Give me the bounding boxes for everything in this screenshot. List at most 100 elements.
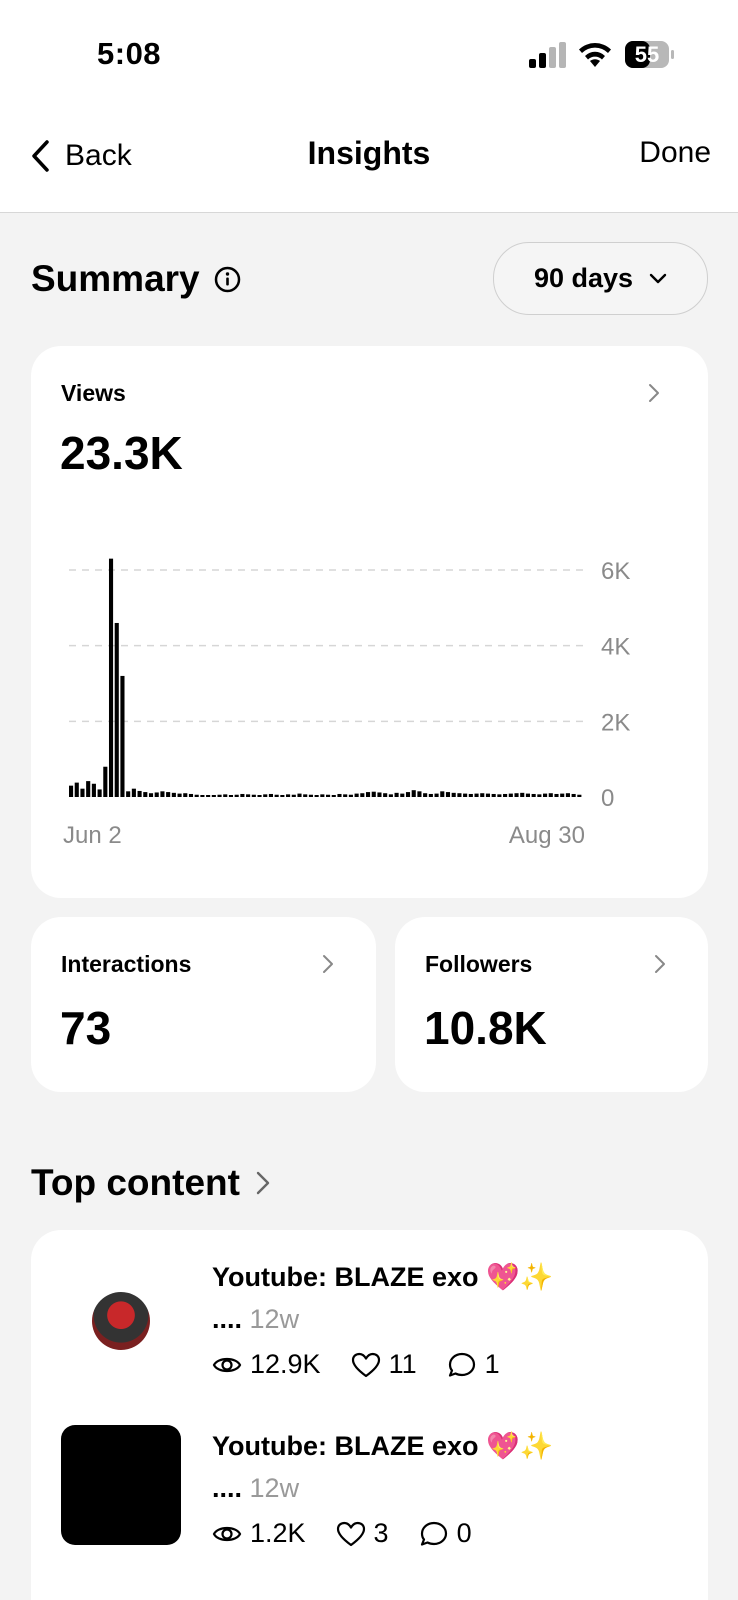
chart-bar <box>120 675 125 797</box>
interactions-value: 73 <box>60 1002 112 1054</box>
top-content-heading[interactable]: Top content <box>31 1162 270 1204</box>
chart-bar <box>400 793 405 797</box>
chart-bar <box>394 792 399 797</box>
post-views: 1.2K <box>250 1518 306 1548</box>
post-ellipsis: .... <box>212 1304 243 1334</box>
wifi-icon <box>579 43 611 67</box>
chart-bar <box>188 793 194 797</box>
followers-card[interactable]: Followers 10.8K <box>395 917 708 1092</box>
x-end-label: Aug 30 <box>509 822 585 849</box>
done-button[interactable]: Done <box>639 136 711 169</box>
chart-bar <box>263 794 268 797</box>
chart-bar <box>457 793 462 797</box>
back-button[interactable]: Back <box>29 136 132 176</box>
chart-bar <box>377 792 382 797</box>
chart-bar <box>440 791 445 797</box>
chart-bar <box>103 766 108 797</box>
chart-bar <box>108 558 114 797</box>
interactions-label: Interactions <box>61 951 192 977</box>
chart-bar <box>240 793 245 797</box>
chart-bar <box>314 795 319 797</box>
chart-bar <box>183 793 188 797</box>
chart-bar <box>491 793 496 797</box>
post-item[interactable]: Youtube: BLAZE exo 💖✨ .... 12w 1.2K 3 0 <box>31 1425 708 1565</box>
battery-level: 55 <box>634 42 660 67</box>
followers-value: 10.8K <box>424 1002 547 1054</box>
chart-bar <box>468 793 473 797</box>
post-likes: 11 <box>388 1349 417 1379</box>
post-comments: 0 <box>456 1518 472 1548</box>
chart-bar <box>137 790 142 797</box>
chart-bar <box>291 794 296 797</box>
chart-bar <box>251 794 256 797</box>
chart-bar <box>326 794 331 797</box>
top-content-title: Top content <box>31 1162 240 1203</box>
chart-bar <box>497 794 502 797</box>
chart-bar <box>331 795 336 797</box>
chevron-right-icon <box>323 955 333 973</box>
chart-bar <box>143 792 148 797</box>
interactions-card[interactable]: Interactions 73 <box>31 917 376 1092</box>
chart-bar <box>257 795 262 797</box>
info-icon[interactable] <box>214 266 241 293</box>
chart-bar <box>160 791 165 797</box>
heart-icon <box>336 1521 365 1546</box>
summary-heading: Summary <box>31 258 241 300</box>
eye-icon <box>212 1357 242 1372</box>
post-item[interactable]: Youtube: BLAZE exo 💖✨ .... 12w 12.9K 11 … <box>31 1256 708 1396</box>
chart-bar <box>577 794 582 797</box>
chart-bar <box>354 793 359 797</box>
chart-bar <box>131 788 136 797</box>
y-tick-label: 0 <box>601 785 614 812</box>
date-range-dropdown[interactable]: 90 days <box>493 242 708 315</box>
chart-bar <box>171 792 176 797</box>
chart-bar <box>565 793 570 797</box>
chart-bar <box>80 788 85 797</box>
post-age: 12w <box>249 1473 300 1503</box>
chart-bar <box>371 791 376 797</box>
summary-title: Summary <box>31 258 200 299</box>
chart-bar <box>480 793 485 797</box>
chart-bar <box>503 793 508 797</box>
chart-bar <box>246 794 251 797</box>
status-time: 5:08 <box>97 36 162 71</box>
post-thumbnail <box>61 1425 181 1545</box>
chart-bar <box>365 792 371 797</box>
status-bar: 5:08 55 <box>0 0 738 100</box>
top-content-card: Youtube: BLAZE exo 💖✨ .... 12w 12.9K 11 … <box>31 1230 708 1600</box>
views-chart: 0 2K 4K 6K Jun 2 Aug 30 <box>63 558 630 849</box>
chart-bar <box>114 622 119 797</box>
chevron-down-icon <box>649 273 667 283</box>
date-range-label: 90 days <box>533 263 634 293</box>
chart-bar <box>343 794 348 797</box>
chart-bar <box>223 794 228 797</box>
chart-bar <box>91 783 96 797</box>
chart-bar <box>423 793 428 797</box>
chevron-left-icon <box>32 140 49 172</box>
chart-bar <box>217 794 222 797</box>
post-stats: 1.2K 3 0 <box>212 1518 502 1549</box>
chart-bar <box>228 795 234 797</box>
chart-bar <box>337 793 342 797</box>
chart-bar <box>554 793 559 797</box>
chart-bar <box>200 795 205 797</box>
chart-bar <box>206 795 211 797</box>
chart-bar <box>268 793 273 797</box>
chart-bar <box>508 793 513 797</box>
chart-bar <box>383 793 388 797</box>
chart-bar <box>405 792 411 797</box>
battery-icon <box>625 41 674 68</box>
chart-bar <box>411 790 416 797</box>
post-age: 12w <box>249 1304 300 1334</box>
chevron-right-icon <box>655 955 665 973</box>
views-label: Views <box>61 380 126 406</box>
post-subtitle: .... 12w <box>212 1304 299 1335</box>
chart-bar <box>211 795 216 797</box>
views-card[interactable]: Views 23.3K 0 2K 4K 6K Jun 2 Aug 30 <box>31 346 708 898</box>
heart-icon <box>351 1352 380 1377</box>
comment-icon <box>448 1352 475 1377</box>
chart-bar <box>126 791 131 797</box>
chart-bar <box>434 793 439 797</box>
chart-bar <box>308 794 313 797</box>
nav-bar: Back Insights Done <box>0 100 738 213</box>
